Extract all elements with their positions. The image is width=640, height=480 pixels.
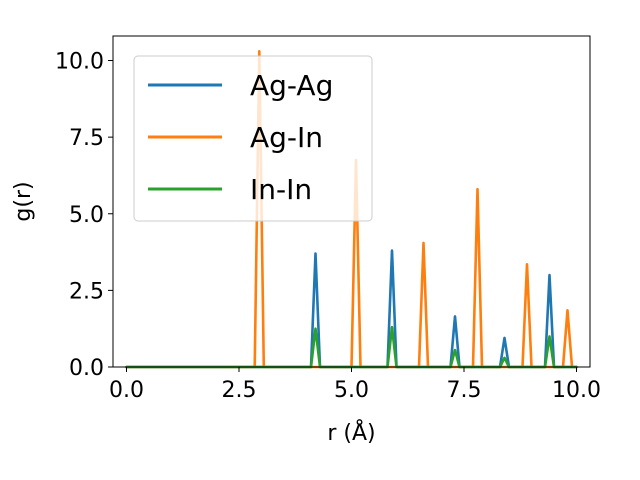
series-line-ag-ag bbox=[125, 249, 578, 369]
legend-label-ag-in: Ag-In bbox=[250, 121, 323, 154]
y-tick-label: 10.0 bbox=[55, 50, 104, 75]
legend-label-ag-ag: Ag-Ag bbox=[250, 69, 333, 102]
y-tick-label: 5.0 bbox=[69, 203, 104, 228]
y-tick-label: 7.5 bbox=[69, 126, 104, 151]
y-axis-ticks: 0.0 2.5 5.0 7.5 10.0 bbox=[55, 50, 113, 381]
x-axis-ticks: 0.0 2.5 5.0 7.5 10.0 bbox=[109, 367, 601, 403]
legend: Ag-Ag Ag-In In-In bbox=[133, 55, 373, 222]
x-tick-label: 2.5 bbox=[222, 378, 257, 403]
legend-label-in-in: In-In bbox=[250, 173, 312, 206]
y-axis-label: g(r) bbox=[11, 181, 36, 221]
x-tick-label: 0.0 bbox=[109, 378, 144, 403]
legend-box bbox=[133, 55, 373, 222]
x-tick-label: 7.5 bbox=[447, 378, 482, 403]
series-line-in-in bbox=[125, 325, 578, 369]
y-tick-label: 0.0 bbox=[69, 356, 104, 381]
x-tick-label: 10.0 bbox=[552, 378, 601, 403]
x-tick-label: 5.0 bbox=[334, 378, 369, 403]
y-tick-label: 2.5 bbox=[69, 279, 104, 304]
x-axis-label: r (Å) bbox=[327, 419, 375, 446]
